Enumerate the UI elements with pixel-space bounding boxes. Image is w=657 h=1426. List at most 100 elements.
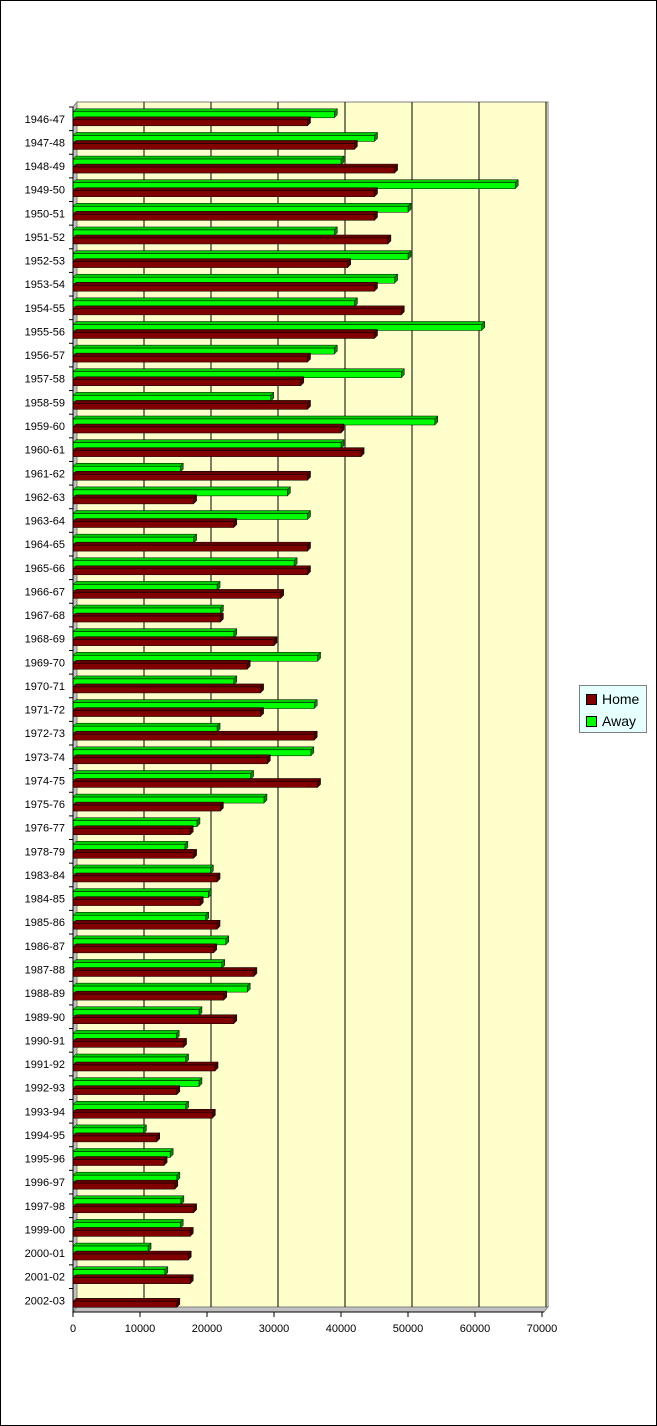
bar-top — [72, 1266, 169, 1270]
bar-away-1946-47 — [72, 108, 338, 119]
y-tick-label: 1987-88 — [25, 964, 65, 976]
bar-away-1983-84 — [72, 864, 214, 875]
bar-away-1999-00 — [72, 1218, 184, 1230]
bar-away-1975-76 — [72, 793, 268, 804]
bar-home-1971-72 — [72, 706, 265, 718]
bar-home-1993-94 — [72, 1108, 216, 1119]
bar-face — [72, 544, 308, 552]
bar-top — [72, 494, 198, 499]
bar-home-1978-79 — [72, 848, 198, 859]
bar-top — [72, 911, 210, 916]
y-tick-label: 1999-00 — [25, 1224, 65, 1236]
bar-face — [72, 757, 268, 765]
y-tick-label: 1990-91 — [25, 1035, 65, 1047]
bar-home-1969-70 — [72, 659, 251, 670]
bar-away-1960-61 — [72, 439, 345, 450]
bar-home-1983-84 — [72, 872, 221, 883]
bar-away-1962-63 — [72, 486, 292, 497]
y-tick-label: 1965-66 — [25, 563, 65, 575]
bar-top — [72, 864, 214, 869]
bar-top — [72, 660, 251, 664]
bar-top — [72, 1148, 174, 1152]
bar-face — [72, 426, 342, 434]
bar-home-1975-76 — [72, 801, 225, 812]
bar-top — [72, 817, 201, 821]
bar-face — [72, 450, 362, 457]
bar-home-1951-52 — [72, 234, 392, 245]
bar-home-1965-66 — [72, 565, 312, 576]
bar-away-1989-90 — [72, 1006, 203, 1017]
bar-top — [72, 273, 399, 278]
y-tick-label: 1959-60 — [25, 421, 65, 433]
x-tick-label: 20000 — [192, 1323, 223, 1335]
bar-away-1955-56 — [72, 320, 486, 332]
bar-top — [72, 919, 221, 924]
bar-top — [72, 982, 251, 987]
bar-face — [72, 190, 375, 197]
bar-away-1958-59 — [72, 391, 275, 402]
bar-face — [72, 710, 261, 717]
bar-top — [72, 392, 275, 396]
bar-top — [72, 1006, 203, 1011]
legend-swatch-home — [586, 693, 597, 705]
y-tick-label: 1996-97 — [25, 1177, 65, 1189]
bar-home-1959-60 — [72, 423, 345, 434]
bar-home-1987-88 — [72, 966, 258, 978]
bar-top — [72, 471, 312, 475]
legend-label-home: Home — [602, 691, 640, 707]
bar-face — [72, 852, 194, 859]
bar-away-1973-74 — [72, 746, 315, 757]
bar-top — [72, 604, 225, 609]
y-tick-label: 1960-61 — [25, 445, 65, 457]
x-tick-label: 10000 — [125, 1323, 156, 1335]
bar-top — [72, 163, 399, 168]
bar-top — [72, 1179, 179, 1184]
bar-home-1995-96 — [72, 1155, 168, 1167]
bar-away-1986-87 — [72, 935, 230, 946]
bar-top — [72, 1250, 192, 1255]
y-tick-label: 1995-96 — [25, 1154, 65, 1166]
bar-away-1956-57 — [72, 344, 338, 355]
bar-away-1969-70 — [72, 651, 322, 662]
bar-face — [72, 332, 375, 339]
bar-away-1947-48 — [72, 131, 379, 143]
bar-face — [72, 355, 308, 363]
y-tick-label: 1984-85 — [25, 894, 65, 906]
bar-face — [72, 1135, 157, 1143]
y-tick-label: 1997-98 — [25, 1201, 65, 1213]
y-tick-label: 1973-74 — [25, 752, 65, 764]
bar-away-2000-01 — [72, 1242, 152, 1253]
y-tick-label: 2000-01 — [25, 1248, 65, 1260]
bar-face — [72, 497, 194, 505]
bar-top — [72, 652, 322, 656]
y-tick-label: 2001-02 — [25, 1272, 65, 1284]
bar-top — [72, 628, 238, 632]
y-tick-label: 1950-51 — [25, 208, 65, 220]
bar-home-1986-87 — [72, 943, 218, 954]
bar-away-1978-79 — [72, 840, 189, 851]
y-tick-label: 1969-70 — [25, 657, 65, 669]
bar-top — [72, 203, 412, 207]
bar-home-1966-67 — [72, 588, 285, 600]
bar-top — [72, 683, 265, 688]
bar-away-1953-54 — [72, 273, 399, 284]
bar-top — [72, 510, 312, 514]
y-tick-label: 1971-72 — [25, 705, 65, 717]
bar-top — [72, 368, 405, 372]
bar-away-1988-89 — [72, 982, 251, 993]
bar-home-1960-61 — [72, 447, 365, 458]
bar-home-1957-58 — [72, 376, 305, 387]
bar-away-1957-58 — [72, 368, 405, 379]
bar-face — [72, 568, 308, 576]
bar-top — [72, 1061, 219, 1066]
bar-top — [72, 226, 338, 231]
y-tick-label: 1992-93 — [25, 1083, 65, 1095]
bar-top — [72, 1219, 184, 1223]
y-tick-label: 1948-49 — [25, 161, 65, 173]
bar-top — [72, 589, 285, 593]
y-tick-label: 1954-55 — [25, 303, 65, 315]
bar-face — [72, 828, 191, 835]
bar-top — [72, 447, 365, 451]
bar-home-1968-69 — [72, 636, 278, 647]
